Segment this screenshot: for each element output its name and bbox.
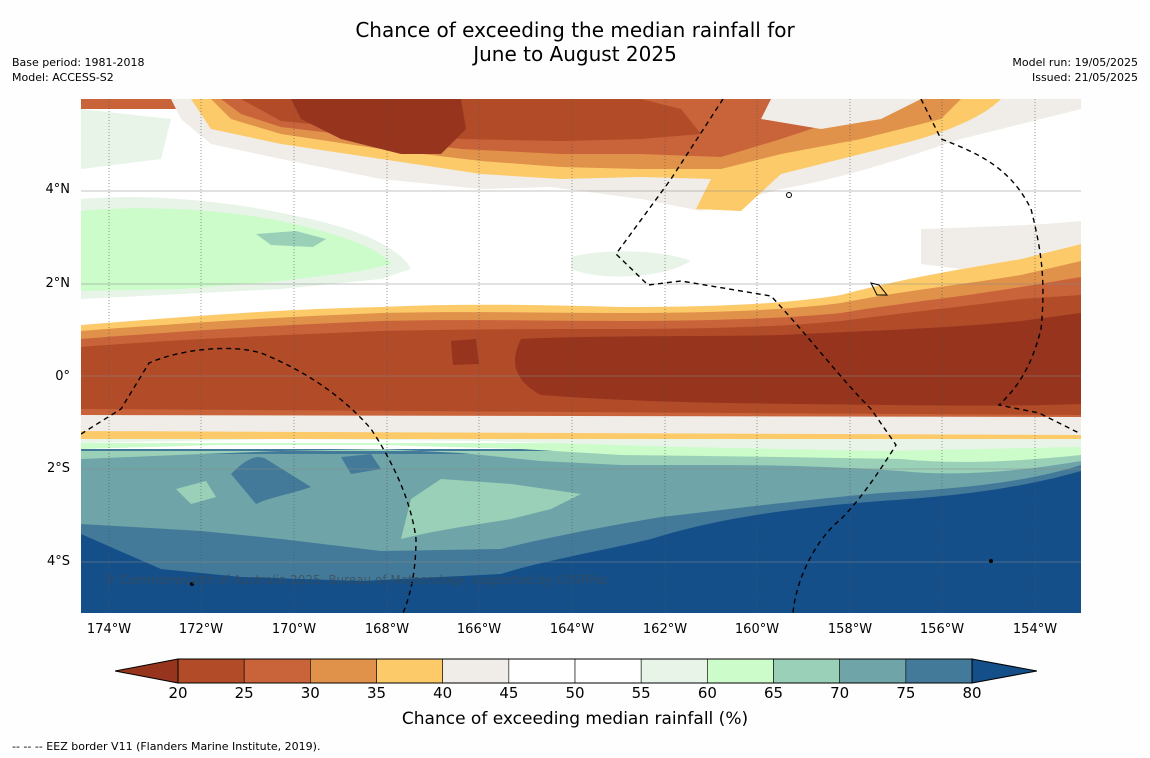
lon-label-154w: 154°W	[1012, 622, 1058, 637]
meta-right: Model run: 19/05/2025 Issued: 21/05/2025	[1012, 55, 1138, 85]
colorbar-tick-label: 40	[433, 684, 453, 702]
colorbar-tick-label: 70	[830, 684, 850, 702]
zone-20	[515, 313, 1081, 406]
colorbar-segment	[574, 658, 642, 684]
zone-65-patch	[401, 479, 581, 539]
issued-date: Issued: 21/05/2025	[1031, 71, 1138, 84]
colorbar-tick-label: 80	[962, 684, 982, 702]
eez-borders	[81, 99, 1080, 613]
meta-left: Base period: 1981-2018 Model: ACCESS-S2	[12, 55, 144, 85]
colorbar-label: Chance of exceeding median rainfall (%)	[401, 709, 749, 729]
lon-label-164w: 164°W	[549, 622, 595, 637]
model-run: Model run: 19/05/2025	[1012, 56, 1138, 69]
colorbar-segment	[839, 658, 907, 684]
lon-label-172w: 172°W	[178, 622, 224, 637]
zone-45-ne	[761, 99, 921, 129]
colorbar-extend-high	[971, 658, 1037, 684]
map-canvas	[81, 99, 1081, 613]
lat-label-4n: 4°N	[45, 182, 71, 197]
colorbar-segment	[707, 658, 774, 684]
title-line-1: Chance of exceeding the median rainfall …	[355, 18, 795, 42]
colorbar-tick-label: 30	[300, 684, 320, 702]
colorbar-tick-label: 25	[234, 684, 254, 702]
zone-55-mid	[571, 251, 691, 277]
lon-label-156w: 156°W	[919, 622, 965, 637]
colorbar-segment	[376, 658, 443, 684]
lon-label-168w: 168°W	[364, 622, 410, 637]
colorbar-tick-label: 75	[896, 684, 916, 702]
colorbar	[115, 658, 1037, 684]
footer-note: -- -- -- EEZ border V11 (Flanders Marine…	[12, 740, 321, 753]
colorbar-segment	[177, 658, 245, 684]
island-dot	[786, 192, 792, 198]
zone-70	[81, 454, 1081, 551]
model-name: Model: ACCESS-S2	[12, 71, 114, 84]
lat-label-2s: 2°S	[46, 461, 70, 476]
colorbar-segment	[243, 658, 311, 684]
colorbar-tick-label: 65	[763, 684, 784, 702]
map-title: Chance of exceeding the median rainfall …	[0, 18, 1150, 66]
lon-label-160w: 160°W	[734, 622, 780, 637]
lat-label-4s: 4°S	[46, 554, 70, 569]
colorbar-extend-low	[115, 658, 179, 684]
zone-65-patch-2	[176, 481, 216, 504]
lat-label-0: 0°	[55, 369, 70, 384]
colorbar-tick-label: 55	[631, 684, 651, 702]
zone-45-south	[81, 415, 1081, 435]
lon-label-158w: 158°W	[827, 622, 873, 637]
colorbar-tick-label: 35	[366, 684, 387, 702]
island-dot-2	[989, 559, 993, 563]
base-period: Base period: 1981-2018	[12, 56, 145, 69]
lon-label-166w: 166°W	[456, 622, 502, 637]
colorbar-outline	[177, 658, 973, 684]
colorbar-segment	[442, 658, 510, 684]
colorbar-tick-label: 20	[168, 684, 188, 702]
colorbar-segment	[310, 658, 377, 684]
graticule-parallels	[81, 190, 1081, 563]
colorbar-tick-label: 60	[697, 684, 717, 702]
colorbar-segment	[508, 658, 576, 684]
colorbar-tick-label: 45	[499, 684, 519, 702]
rainfall-map	[81, 99, 1081, 613]
zone-55-nw	[81, 109, 171, 169]
lon-label-162w: 162°W	[642, 622, 688, 637]
colorbar-tick-label: 50	[565, 684, 585, 702]
colorbar-segments	[115, 658, 1037, 684]
zone-20-patch	[451, 339, 479, 365]
lat-label-2n: 2°N	[45, 276, 71, 291]
colorbar-segment	[640, 658, 708, 684]
zone-60-west	[81, 208, 391, 291]
island-dot-3	[190, 582, 194, 586]
zone-65-west	[256, 231, 326, 247]
title-line-2: June to August 2025	[473, 42, 677, 66]
colorbar-segment	[773, 658, 841, 684]
zone-45-east	[921, 221, 1081, 269]
island-outline	[870, 282, 889, 296]
lon-label-170w: 170°W	[271, 622, 317, 637]
zone-20-north	[291, 99, 466, 154]
lon-label-174w: 174°W	[86, 622, 132, 637]
copyright-notice: © Commonwealth of Australia 2025, Bureau…	[104, 573, 610, 587]
colorbar-segment	[905, 658, 973, 684]
